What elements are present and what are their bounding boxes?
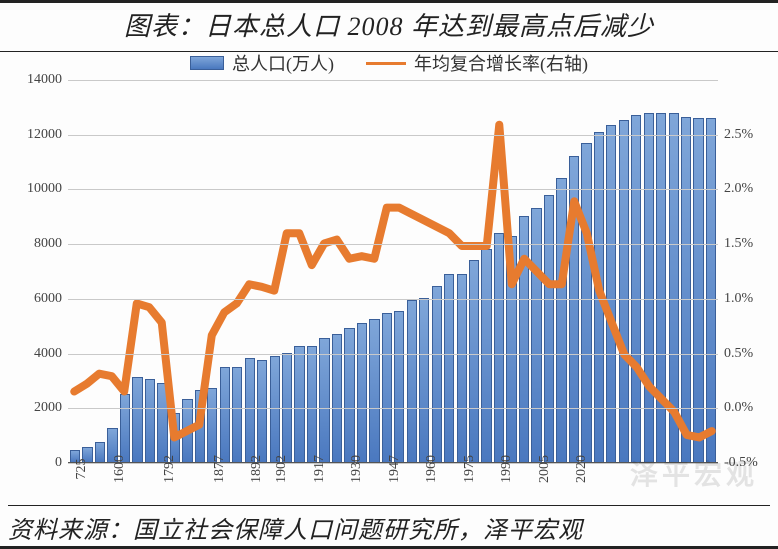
y-right-tick: 1.5% [718, 236, 774, 252]
x-tick-label: 1975 [462, 455, 478, 483]
x-tick-label: 1600 [112, 455, 128, 483]
x-tick-label: 1902 [274, 455, 290, 483]
y-right-tick: -0.5% [718, 455, 774, 471]
legend-bar: 总人口(万人) [190, 50, 334, 76]
y-left-tick: 14000 [12, 72, 68, 88]
grid-line [68, 354, 718, 355]
x-tick-label: 2020 [574, 455, 590, 483]
x-tick-label: 1792 [162, 455, 178, 483]
x-tick-label: 1990 [499, 455, 515, 483]
legend: 总人口(万人) 年均复合增长率(右轴) [0, 50, 778, 76]
legend-bar-label: 总人口(万人) [232, 50, 334, 76]
y-right-tick: 0.5% [718, 346, 774, 362]
x-tick-label: 2005 [537, 455, 553, 483]
chart-title: 图表：日本总人口 2008 年达到最高点后减少 [0, 6, 778, 52]
grid-line [68, 408, 718, 409]
y-left-tick: 12000 [12, 127, 68, 143]
y-left-tick: 6000 [12, 291, 68, 307]
legend-line: 年均复合增长率(右轴) [366, 50, 588, 76]
bar-swatch [190, 56, 224, 70]
y-left-tick: 8000 [12, 236, 68, 252]
x-tick-label: 1960 [424, 455, 440, 483]
x-tick-label: 725 [74, 459, 90, 480]
grid-line [68, 80, 718, 81]
source-line: 资料来源：国立社会保障人口问题研究所，泽平宏观 [8, 505, 770, 545]
y-right-tick: 2.5% [718, 127, 774, 143]
grid-line [68, 135, 718, 136]
grid-line [68, 299, 718, 300]
chart-area: 0-0.5%20000.0%40000.5%60001.0%80001.5%10… [68, 80, 718, 463]
x-tick-label: 1947 [387, 455, 403, 483]
grid-line [68, 244, 718, 245]
x-tick-label: 1930 [349, 455, 365, 483]
growth-line [68, 80, 718, 463]
y-left-tick: 2000 [12, 400, 68, 416]
x-tick-label: 1892 [249, 455, 265, 483]
line-swatch [366, 62, 406, 65]
y-left-tick: 10000 [12, 181, 68, 197]
y-left-tick: 4000 [12, 346, 68, 362]
y-right-tick: 1.0% [718, 291, 774, 307]
x-tick-label: 1877 [212, 455, 228, 483]
legend-line-label: 年均复合增长率(右轴) [414, 50, 588, 76]
x-tick-label: 1917 [312, 455, 328, 483]
y-left-tick: 0 [12, 455, 68, 471]
grid-line [68, 189, 718, 190]
y-right-tick: 0.0% [718, 400, 774, 416]
y-right-tick: 2.0% [718, 181, 774, 197]
